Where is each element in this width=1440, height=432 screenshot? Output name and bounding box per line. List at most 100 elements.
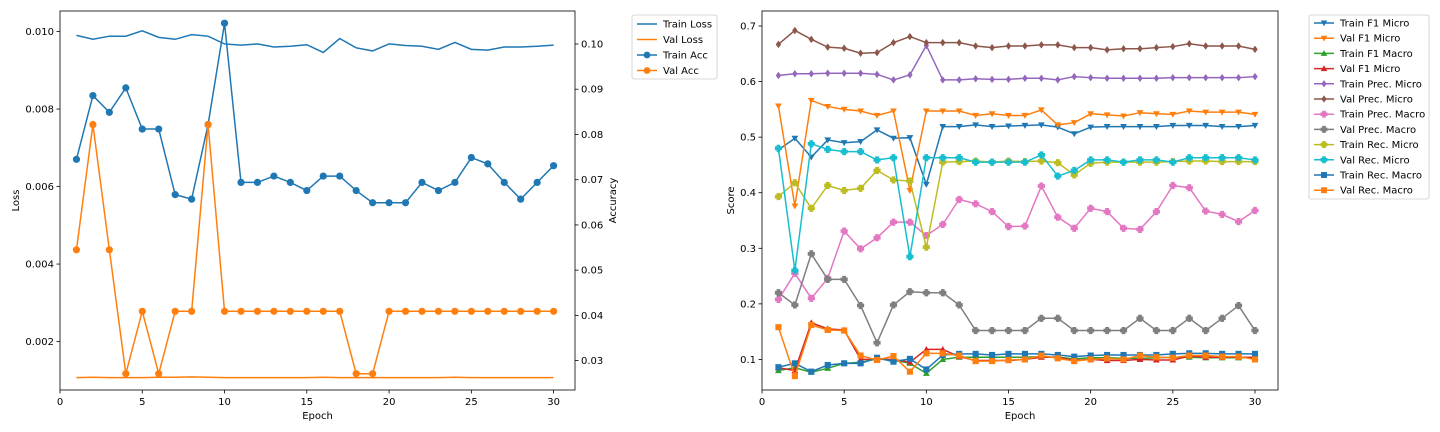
x-tick-label: 0: [57, 397, 63, 408]
data-point: [122, 84, 130, 92]
data-point: [1021, 326, 1029, 335]
x-tick-label: 20: [1084, 397, 1097, 408]
data-point: [467, 307, 475, 315]
y-tick-label: 0.7: [740, 22, 756, 33]
data-point: [873, 234, 881, 242]
data-point: [1087, 356, 1094, 363]
data-point: [1321, 172, 1327, 178]
data-point: [89, 91, 97, 100]
legend-label: Train F1 Micro: [1339, 19, 1409, 30]
data-point: [1153, 43, 1160, 52]
data-point: [1136, 110, 1144, 117]
data-point: [873, 127, 881, 134]
data-point: [840, 227, 848, 235]
y-tick-label-right: 0.05: [581, 266, 603, 277]
data-point: [1103, 208, 1111, 216]
data-point: [1169, 158, 1177, 166]
data-point: [774, 144, 783, 152]
data-point: [1235, 109, 1242, 116]
data-point: [940, 76, 946, 84]
data-point: [1022, 74, 1028, 82]
data-point: [1087, 111, 1095, 118]
legend-label: Val Prec. Micro: [1340, 95, 1413, 106]
data-point: [873, 339, 881, 347]
data-point: [1251, 326, 1259, 335]
data-point: [906, 135, 914, 142]
y-tick-label: 0.5: [740, 133, 756, 144]
data-point: [1202, 42, 1209, 50]
data-point: [467, 153, 475, 162]
x-axis-label: Epoch: [1005, 411, 1036, 422]
data-point: [857, 69, 864, 77]
data-point: [791, 203, 799, 210]
y-tick-label: 0.3: [740, 244, 756, 255]
data-point: [824, 326, 831, 334]
data-point: [807, 294, 815, 302]
data-point: [1070, 166, 1078, 175]
data-point: [792, 70, 798, 78]
data-point: [1235, 42, 1242, 50]
data-point: [841, 69, 847, 77]
data-point: [808, 321, 815, 329]
data-point: [939, 108, 947, 115]
data-point: [1087, 124, 1095, 131]
legend-item: Train Rec. Macro: [1314, 171, 1422, 182]
legend-item: Val F1 Micro: [1314, 34, 1400, 45]
data-point: [989, 75, 995, 84]
data-point: [857, 301, 865, 310]
series-line: [777, 142, 1256, 271]
data-point: [989, 358, 996, 365]
x-tick-label: 10: [218, 397, 231, 408]
data-point: [1320, 35, 1328, 42]
data-point: [775, 40, 782, 49]
data-point: [253, 307, 262, 315]
data-point: [1202, 73, 1209, 82]
legend-label: Train Prec. Macro: [1339, 110, 1425, 121]
data-point: [1087, 43, 1094, 52]
data-point: [155, 370, 163, 378]
data-point: [1120, 356, 1127, 363]
x-tick-label: 30: [547, 397, 560, 408]
series-line: [777, 324, 1256, 379]
series-line: [777, 160, 1255, 248]
data-point: [1251, 206, 1259, 215]
data-point: [1169, 326, 1177, 335]
data-point: [1136, 314, 1144, 322]
data-point: [1136, 356, 1144, 362]
data-point: [1005, 42, 1012, 50]
data-point: [1219, 353, 1226, 360]
data-point: [955, 108, 963, 115]
data-point: [923, 366, 930, 373]
data-point: [1170, 42, 1176, 51]
data-point: [484, 307, 492, 315]
data-point: [517, 307, 525, 315]
data-point: [286, 307, 294, 315]
data-point: [319, 307, 327, 315]
data-point: [500, 178, 508, 187]
data-point: [955, 195, 963, 203]
data-point: [1070, 120, 1078, 127]
data-point: [1021, 350, 1028, 357]
legend-item: Train Rec. Micro: [1314, 140, 1419, 151]
data-point: [972, 42, 979, 50]
data-point: [1120, 351, 1127, 359]
data-point: [286, 178, 294, 187]
data-point: [303, 307, 311, 315]
legend-item: Val Rec. Micro: [1314, 155, 1410, 166]
data-point: [841, 44, 847, 52]
data-point: [1005, 356, 1012, 364]
data-point: [840, 186, 848, 195]
data-point: [988, 111, 996, 118]
data-point: [857, 245, 865, 253]
data-point: [550, 307, 558, 315]
series-group: [72, 19, 558, 379]
data-point: [808, 368, 815, 375]
data-point: [1202, 154, 1210, 162]
data-point: [1120, 45, 1127, 53]
data-point: [517, 195, 525, 203]
data-point: [955, 301, 963, 309]
data-point: [253, 178, 262, 187]
data-point: [1054, 159, 1062, 167]
data-point: [1235, 124, 1242, 130]
x-tick-label: 30: [1249, 397, 1262, 408]
